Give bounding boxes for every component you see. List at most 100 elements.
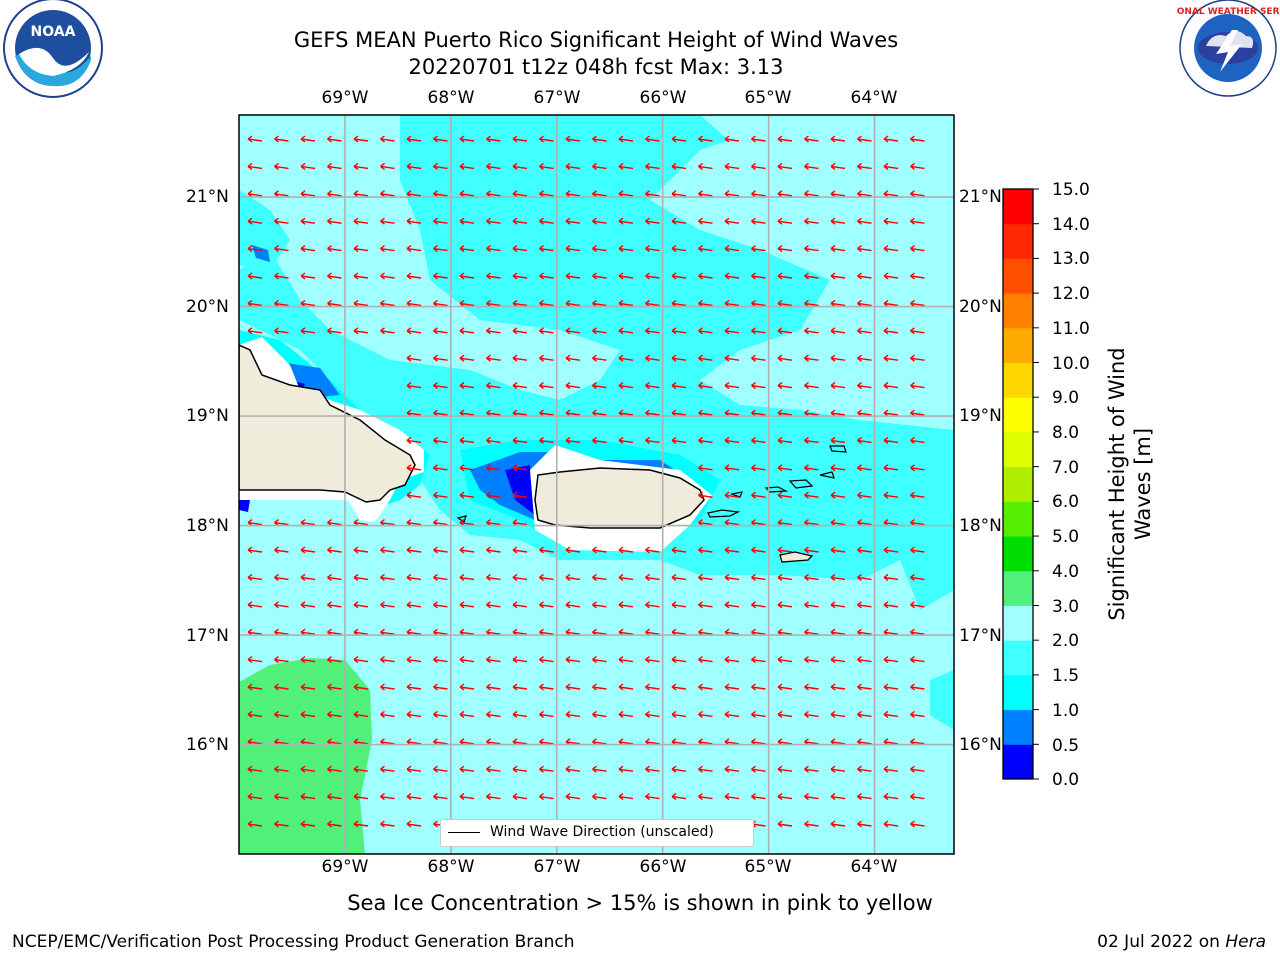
wave-direction-arrow — [830, 683, 846, 691]
legend-line-swatch — [448, 832, 480, 833]
wave-direction-arrow — [327, 190, 342, 198]
wave-direction-arrow — [830, 765, 846, 773]
wave-direction-arrow — [486, 272, 501, 280]
lon-label-top-65w: 65°W — [744, 88, 792, 108]
wave-direction-arrow — [698, 793, 713, 801]
wave-direction-arrow — [645, 245, 660, 253]
wave-direction-arrow — [539, 656, 554, 664]
wave-direction-arrow — [804, 793, 819, 801]
wave-direction-arrow — [618, 162, 634, 170]
wave-direction-arrow — [883, 491, 899, 499]
wave-direction-arrow — [751, 793, 766, 801]
wave-direction-arrow — [724, 546, 740, 554]
wave-direction-arrow — [592, 656, 607, 664]
wave-direction-arrow — [857, 491, 872, 499]
wave-direction-arrow — [433, 245, 448, 253]
wave-direction-arrow — [698, 656, 713, 664]
wave-direction-arrow — [406, 162, 422, 170]
wave-direction-arrows — [247, 135, 925, 828]
wave-direction-arrow — [459, 573, 475, 581]
wave-direction-arrow — [565, 382, 581, 390]
wave-direction-arrow — [883, 217, 899, 225]
wave-direction-arrow — [592, 793, 607, 801]
wave-direction-arrow — [671, 327, 687, 335]
wave-direction-arrow — [592, 683, 607, 691]
wave-direction-arrow — [486, 217, 501, 225]
wave-direction-arrow — [857, 272, 872, 280]
wave-direction-arrow — [910, 765, 925, 773]
wave-direction-arrow — [406, 382, 422, 390]
wave-direction-arrow — [539, 354, 554, 362]
wave-direction-arrow — [380, 656, 395, 664]
wave-direction-arrow — [724, 656, 740, 664]
wave-direction-arrow — [618, 135, 634, 143]
wave-direction-arrow — [910, 245, 925, 253]
wave-direction-arrow — [539, 793, 554, 801]
wave-direction-arrow — [910, 546, 925, 554]
wave-direction-arrow — [857, 436, 872, 444]
wave-direction-arrow — [724, 272, 740, 280]
wave-direction-arrow — [724, 190, 740, 198]
wave-direction-arrow — [645, 382, 660, 390]
wave-direction-arrow — [777, 765, 793, 773]
wave-direction-arrow — [486, 710, 501, 718]
wave-direction-arrow — [883, 573, 899, 581]
colorbar-tick: 11.0 — [1052, 319, 1090, 339]
lon-label-bottom-69w: 69°W — [321, 857, 369, 877]
wave-direction-arrow — [459, 436, 475, 444]
wave-direction-arrow — [274, 793, 289, 801]
wave-direction-arrow — [539, 217, 554, 225]
wave-direction-arrow — [777, 354, 793, 362]
wave-direction-arrow — [274, 573, 289, 581]
wave-direction-arrow — [327, 820, 342, 828]
wave-direction-arrow — [724, 245, 740, 253]
wave-direction-arrow — [274, 162, 289, 170]
wave-direction-arrow — [857, 656, 872, 664]
wave-direction-arrow — [565, 272, 581, 280]
wave-direction-arrow — [724, 382, 740, 390]
wave-direction-arrow — [698, 135, 713, 143]
wave-direction-arrow — [592, 765, 607, 773]
wave-direction-arrow — [459, 765, 475, 773]
wave-direction-arrow — [433, 327, 448, 335]
wave-direction-arrow — [486, 573, 501, 581]
wave-direction-arrow — [433, 382, 448, 390]
wave-direction-arrow — [247, 573, 263, 581]
wave-direction-arrow — [327, 573, 342, 581]
wave-direction-arrow — [539, 135, 554, 143]
wave-direction-arrow — [459, 162, 475, 170]
wave-direction-arrow — [645, 793, 660, 801]
wave-direction-arrow — [433, 272, 448, 280]
wave-direction-arrow — [698, 245, 713, 253]
wave-direction-arrow — [830, 327, 846, 335]
wave-direction-arrow — [512, 601, 528, 609]
wave-direction-arrow — [380, 135, 395, 143]
wave-direction-arrow — [671, 190, 687, 198]
wave-direction-arrow — [645, 656, 660, 664]
wave-direction-arrow — [274, 820, 289, 828]
lon-label-bottom-64w: 64°W — [850, 857, 898, 877]
wave-direction-arrow — [857, 820, 872, 828]
wave-direction-arrow — [698, 217, 713, 225]
vieques-land — [707, 509, 741, 518]
wave-direction-arrow — [830, 217, 846, 225]
wave-direction-arrow — [883, 245, 899, 253]
wave-direction-arrow — [247, 327, 263, 335]
footer-date-text: 02 Jul 2022 on — [1097, 932, 1226, 952]
wave-direction-arrow — [777, 217, 793, 225]
wave-direction-arrow — [804, 683, 819, 691]
wave-direction-arrow — [539, 245, 554, 253]
wave-direction-arrow — [433, 710, 448, 718]
wave-direction-arrow — [857, 135, 872, 143]
wave-direction-arrow — [539, 601, 554, 609]
wave-direction-arrow — [883, 793, 899, 801]
wave-direction-arrow — [406, 820, 422, 828]
wave-direction-arrow — [486, 683, 501, 691]
wave-direction-arrow — [592, 601, 607, 609]
colorbar-segment — [1003, 258, 1033, 294]
wave-direction-arrow — [645, 162, 660, 170]
wave-direction-arrow — [565, 354, 581, 362]
wave-direction-arrow — [592, 354, 607, 362]
wave-direction-arrow — [247, 217, 263, 225]
wave-direction-arrow — [327, 765, 342, 773]
